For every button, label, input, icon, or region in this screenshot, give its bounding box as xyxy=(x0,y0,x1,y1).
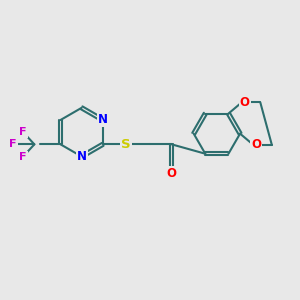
Text: O: O xyxy=(167,167,177,180)
Text: F: F xyxy=(9,140,17,149)
Text: S: S xyxy=(121,138,131,151)
Text: F: F xyxy=(19,152,27,162)
Text: F: F xyxy=(19,127,27,137)
Text: O: O xyxy=(251,138,261,152)
Text: N: N xyxy=(98,113,108,127)
Text: O: O xyxy=(240,96,250,109)
Text: N: N xyxy=(76,150,87,163)
